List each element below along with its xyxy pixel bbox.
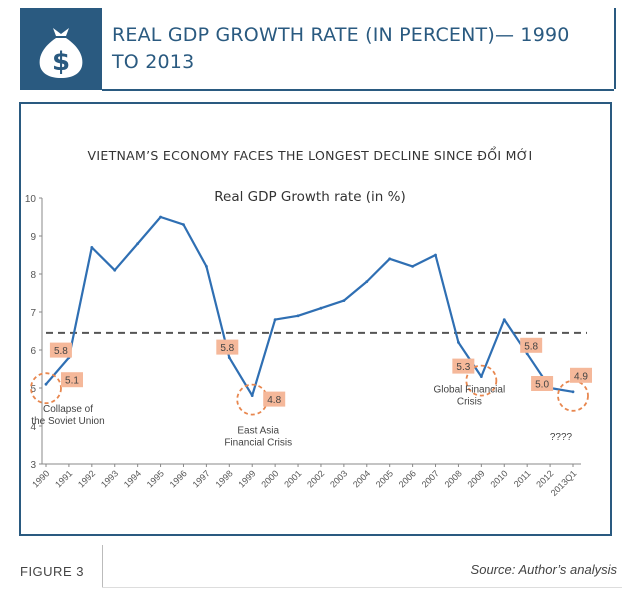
x-tick-label: 1990 <box>30 468 51 489</box>
x-tick-label: 1996 <box>168 468 189 489</box>
data-point <box>434 253 437 257</box>
data-point <box>273 318 277 321</box>
value-label: 4.9 <box>574 371 588 382</box>
crisis-marker-circle <box>236 383 269 416</box>
x-tick-label: 1994 <box>122 468 143 489</box>
data-point <box>136 242 140 246</box>
data-point <box>44 382 48 386</box>
data-point <box>365 280 369 283</box>
x-tick-label: 1991 <box>53 468 74 489</box>
x-tick-label: 2008 <box>443 468 464 489</box>
x-tick-label: 1992 <box>76 468 97 489</box>
x-tick-label: 1993 <box>99 468 120 489</box>
value-label: 5.3 <box>456 362 470 373</box>
svg-text:$: $ <box>52 47 70 77</box>
data-point <box>457 341 460 344</box>
value-label-box <box>520 337 543 353</box>
y-tick-label: 7 <box>30 308 36 319</box>
value-label-box <box>263 391 286 407</box>
chart-subtitle: Real GDP Growth rate (in %) <box>214 189 406 205</box>
value-label: 5.8 <box>220 343 234 354</box>
value-label: 5.1 <box>65 376 79 387</box>
y-tick-label: 4 <box>30 422 36 433</box>
chart-panel: VIETNAM’S ECONOMY FACES THE LONGEST DECL… <box>19 102 612 536</box>
money-bag-icon: $ <box>39 28 83 78</box>
header-title: REAL GDP GROWTH RATE (IN PERCENT)— 1990 … <box>112 24 570 73</box>
footer-baseline <box>102 587 622 588</box>
value-label: 4.8 <box>267 395 281 406</box>
y-tick-label: 9 <box>30 232 36 243</box>
data-point <box>388 257 392 261</box>
x-tick-label: 2004 <box>351 468 372 489</box>
crisis-annotation: ???? <box>550 432 573 443</box>
x-tick-label: 2003 <box>328 468 349 489</box>
x-tick-label: 2010 <box>488 468 509 489</box>
crisis-annotation: Crisis <box>457 397 482 408</box>
x-tick-label: 1997 <box>191 468 212 489</box>
crisis-marker-circle <box>30 372 62 405</box>
data-point <box>319 306 323 310</box>
crisis-annotation: Financial Crisis <box>224 438 292 449</box>
value-label-box <box>452 358 475 374</box>
value-label-box <box>49 342 72 358</box>
x-tick-label: 2002 <box>305 468 326 489</box>
crisis-annotation: East Asia <box>237 426 279 437</box>
data-point <box>479 375 483 378</box>
y-tick-label: 3 <box>30 460 36 471</box>
data-point <box>204 265 208 268</box>
data-point <box>525 352 529 356</box>
value-label-box <box>531 376 554 391</box>
x-tick-label: 1995 <box>145 468 166 489</box>
data-point <box>342 299 346 302</box>
value-label-box <box>216 339 239 355</box>
header-side-rule <box>614 8 616 89</box>
value-label: 5.8 <box>524 341 538 352</box>
header-rule <box>102 89 614 91</box>
source-note: Source: Author’s analysis <box>470 562 617 577</box>
data-point <box>159 215 162 219</box>
crisis-annotation: Collapse of <box>43 404 93 415</box>
y-tick-label: 10 <box>25 194 37 205</box>
data-point <box>571 390 575 394</box>
value-label-box <box>570 367 592 383</box>
data-point <box>113 268 117 272</box>
x-tick-label: 2007 <box>420 468 441 489</box>
x-tick-label: 2005 <box>374 468 395 489</box>
figure-label: FIGURE 3 <box>20 564 84 579</box>
chart-title: VIETNAM’S ECONOMY FACES THE LONGEST DECL… <box>88 147 533 163</box>
data-point <box>250 394 254 397</box>
x-tick-label: 2001 <box>282 468 303 489</box>
x-tick-label: 2011 <box>512 468 533 489</box>
gdp-series-line <box>45 215 574 397</box>
x-tick-label: 1998 <box>213 468 234 489</box>
data-point <box>411 265 415 268</box>
y-tick-label: 5 <box>30 384 36 395</box>
crisis-marker-circle <box>557 379 589 412</box>
crisis-annotation: the Soviet Union <box>31 416 104 427</box>
gdp-chart: VIETNAM’S ECONOMY FACES THE LONGEST DECL… <box>25 147 592 498</box>
x-tick-label: 2000 <box>259 468 280 489</box>
x-tick-label: 2009 <box>466 468 487 489</box>
value-label: 5.0 <box>535 380 549 391</box>
x-tick-label: 1999 <box>236 468 257 489</box>
x-tick-label: 2006 <box>397 468 418 489</box>
data-point <box>182 223 185 226</box>
data-point <box>90 246 94 249</box>
y-tick-label: 8 <box>30 270 36 281</box>
footer-separator <box>102 545 103 587</box>
y-tick-label: 6 <box>30 346 36 357</box>
crisis-annotation: Global Financial <box>433 385 505 396</box>
crisis-marker-circle <box>465 364 498 397</box>
header-icon-box: $ <box>20 8 102 90</box>
data-point <box>502 318 506 321</box>
data-point <box>296 314 300 318</box>
x-tick-label: 2013Q1 <box>549 468 579 498</box>
value-label: 5.8 <box>54 346 68 357</box>
data-point <box>227 356 231 359</box>
value-label-box <box>61 372 83 388</box>
